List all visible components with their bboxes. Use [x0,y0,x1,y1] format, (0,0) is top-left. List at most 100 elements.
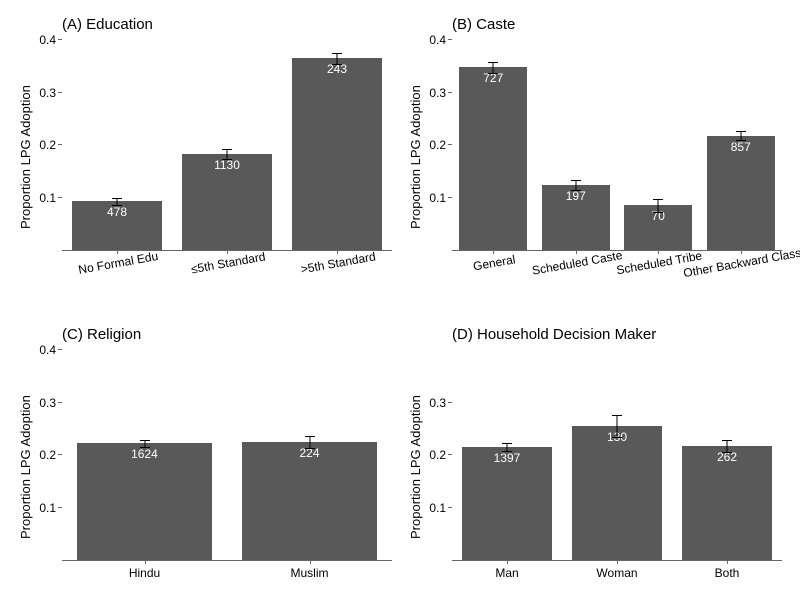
bar: 1130 [182,154,272,250]
panel-title-B: (B) Caste [452,16,515,33]
x-tick-label: ≤5th Standard [190,249,267,276]
x-tick-mark [310,560,311,564]
x-tick-mark [727,560,728,564]
error-bar [507,443,508,450]
error-cap [571,190,581,191]
bar: 197 [542,185,610,250]
y-tick-label: 0.4 [39,33,62,47]
panel-D: (D) Household Decision MakerProportion L… [452,350,782,560]
error-cap [612,437,622,438]
y-tick-label: 0.1 [39,191,62,205]
x-tick-mark [227,250,228,254]
error-cap [222,149,232,150]
bar-n-label: 1397 [494,451,521,465]
error-cap [488,73,498,74]
y-tick-label: 0.4 [429,33,452,47]
bar-n-label: 478 [107,205,127,219]
y-tick-label: 0.1 [39,501,62,515]
y-tick-label: 0.3 [39,86,62,100]
error-cap [222,159,232,160]
x-tick-label: General [472,252,516,273]
y-tick-label: 0.2 [429,138,452,152]
error-cap [332,64,342,65]
y-tick-label: 0.3 [39,396,62,410]
error-cap [722,452,732,453]
x-tick-mark [117,250,118,254]
y-tick-label: 0.2 [39,448,62,462]
error-cap [488,62,498,63]
error-cap [112,205,122,206]
x-tick-mark [507,560,508,564]
error-bar [740,131,741,140]
x-tick-label: Muslim [291,566,329,580]
error-bar [493,62,494,74]
error-cap [653,212,663,213]
error-cap [140,440,150,441]
plot-area: 0.10.20.30.41624Hindu224Muslim [62,350,392,561]
error-cap [571,180,581,181]
x-tick-mark [658,250,659,254]
x-tick-label: Man [495,566,518,580]
x-tick-label: Both [715,566,740,580]
y-tick-label: 0.2 [429,448,452,462]
error-bar [337,53,338,65]
bar: 1397 [462,447,552,560]
error-bar [227,149,228,158]
y-axis-label: Proportion LPG Adoption [408,395,423,539]
y-tick-label: 0.3 [429,396,452,410]
error-bar [575,180,576,191]
error-cap [653,199,663,200]
error-cap [612,415,622,416]
error-bar [144,440,145,447]
y-axis-label: Proportion LPG Adoption [18,395,33,539]
x-tick-mark [337,250,338,254]
plot-area: 0.10.20.31397Man130Woman262Both [452,350,782,561]
panel-title-D: (D) Household Decision Maker [452,326,656,343]
y-axis-label: Proportion LPG Adoption [18,85,33,229]
x-tick-label: >5th Standard [300,249,377,276]
bar: 243 [292,58,382,250]
bar-n-label: 1130 [214,158,240,172]
x-tick-mark [741,250,742,254]
error-bar [658,199,659,212]
error-cap [305,436,315,437]
y-tick-label: 0.1 [429,501,452,515]
y-tick-label: 0.3 [429,86,452,100]
y-tick-label: 0.1 [429,191,452,205]
y-axis-label: Proportion LPG Adoption [408,85,423,229]
panel-A: (A) EducationProportion LPG Adoption0.10… [62,40,392,250]
error-bar [117,198,118,205]
x-tick-label: Hindu [129,566,160,580]
bar-n-label: 857 [731,140,751,154]
error-cap [112,198,122,199]
bar: 727 [459,67,527,250]
figure: (A) EducationProportion LPG Adoption0.10… [0,0,800,607]
plot-area: 0.10.20.30.4727General197Scheduled Caste… [452,40,782,251]
error-cap [332,53,342,54]
error-cap [736,131,746,132]
x-tick-label: No Formal Edu [77,249,159,277]
error-bar [727,440,728,453]
x-tick-label: Scheduled Caste [531,248,623,278]
error-bar [617,415,618,437]
x-tick-mark [493,250,494,254]
error-cap [722,440,732,441]
error-cap [140,447,150,448]
x-tick-label: Woman [596,566,637,580]
bar: 478 [72,201,162,250]
error-bar [309,436,310,449]
x-tick-mark [576,250,577,254]
error-cap [305,448,315,449]
bar: 857 [707,136,775,250]
bar: 1624 [77,443,212,560]
bar: 224 [242,442,377,560]
y-tick-label: 0.4 [39,343,62,357]
panel-C: (C) ReligionProportion LPG Adoption0.10.… [62,350,392,560]
panel-B: (B) CasteProportion LPG Adoption0.10.20.… [452,40,782,250]
bar: 130 [572,426,662,560]
bar: 262 [682,446,772,560]
panel-title-C: (C) Religion [62,326,141,343]
error-cap [502,443,512,444]
x-tick-mark [145,560,146,564]
bar-n-label: 1624 [131,447,158,461]
